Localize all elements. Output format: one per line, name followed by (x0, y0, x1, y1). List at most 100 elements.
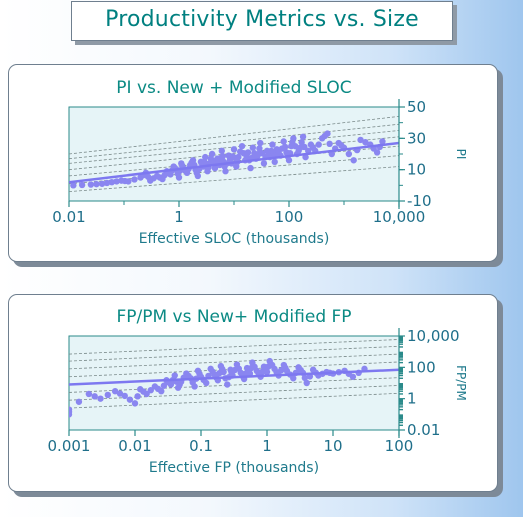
reference-line-7 (69, 166, 399, 192)
data-point (219, 153, 226, 160)
data-point (235, 365, 243, 372)
page-title-box: Productivity Metrics vs. Size (71, 1, 453, 41)
data-point (268, 361, 276, 369)
reference-line-2 (69, 345, 399, 362)
x-tick-label: 0.001 (48, 437, 91, 455)
x-tick-label: 1 (262, 437, 272, 455)
data-point (338, 142, 345, 149)
data-point (247, 164, 254, 172)
data-point (251, 363, 258, 370)
data-point (357, 136, 364, 144)
data-point (254, 153, 261, 160)
data-point (326, 140, 333, 148)
chart-title: FP/PM vs New+ Modified FP (116, 307, 351, 327)
plot-contents (69, 116, 399, 192)
data-point (78, 181, 86, 189)
data-point (350, 157, 357, 164)
data-point (176, 381, 183, 388)
y-tick-label: 1 (407, 390, 417, 408)
x-tick-label: 1 (174, 208, 184, 226)
data-point (297, 366, 304, 374)
data-point (271, 158, 278, 166)
data-point (291, 142, 299, 150)
reference-line-1 (69, 339, 399, 355)
y-axis-label: FP/PM (454, 365, 468, 401)
reference-line-5 (69, 145, 399, 177)
data-point (345, 150, 353, 158)
data-point (97, 395, 104, 402)
chart-panel-pi: PI vs. New + Modified SLOC 0.01 1 100 10,000… (8, 64, 498, 262)
y-tick-label: 0.01 (407, 421, 440, 439)
reference-line-7 (69, 392, 399, 409)
data-point (116, 390, 124, 397)
data-point (131, 400, 139, 407)
chart-panel-fppm: FP/PM vs New+ Modified FP 0.001 0.01 0.1 1 10… (8, 294, 498, 492)
chart-title: PI vs. New + Modified SLOC (116, 78, 351, 98)
data-point (321, 132, 328, 140)
data-point (144, 173, 152, 180)
data-point (224, 381, 231, 388)
x-axis-label: Effective SLOC (thousands) (139, 231, 330, 247)
data-point (140, 388, 147, 395)
data-point (379, 138, 386, 145)
x-tick-label: 0.01 (118, 437, 151, 455)
data-point (362, 139, 369, 146)
data-point (111, 387, 119, 395)
data-point (257, 139, 264, 147)
trend-line (69, 368, 399, 386)
data-point (185, 372, 192, 380)
data-point (269, 141, 276, 148)
plot-contents (69, 339, 399, 418)
x-tick-label: 10,000 (373, 208, 426, 226)
reference-line-2 (69, 123, 399, 160)
data-point (85, 390, 93, 398)
x-tick-label: 100 (275, 208, 304, 226)
chart-fppm-vs-fp: FP/PM vs New+ Modified FP0.001 0.01 0.1 1 10… (48, 307, 468, 476)
reference-line-3 (69, 353, 399, 370)
chart-pi-vs-sloc: PI vs. New + Modified SLOC 0.01 1 100 10,000… (52, 78, 468, 247)
x-axis-label: Effective FP (thousands) (149, 460, 319, 476)
data-point (70, 182, 77, 189)
data-point (93, 180, 100, 188)
data-point (280, 138, 287, 145)
trend-line (69, 141, 399, 184)
data-point (113, 178, 120, 185)
x-tick-label: 0.01 (52, 208, 85, 226)
data-point (108, 179, 115, 186)
data-point (154, 385, 162, 393)
x-tick-label: 0.1 (189, 437, 213, 455)
data-point (121, 392, 128, 400)
data-point (134, 393, 141, 400)
data-point (98, 180, 106, 187)
data-point (281, 143, 289, 151)
data-point (69, 408, 73, 416)
reference-line-4 (69, 136, 399, 171)
data-point (150, 175, 157, 182)
data-point (309, 144, 317, 151)
data-point (103, 179, 111, 187)
data-point (126, 396, 134, 403)
data-point (256, 145, 263, 152)
data-point (75, 398, 83, 405)
y-tick-label: -10 (407, 192, 432, 210)
data-point (301, 143, 308, 151)
data-point (219, 365, 226, 373)
y-tick-label: 50 (407, 98, 426, 116)
data-point (249, 144, 257, 151)
data-point (299, 133, 307, 140)
data-point (238, 142, 246, 150)
data-point (160, 382, 168, 389)
data-point (87, 181, 95, 188)
data-point (121, 177, 129, 185)
data-point (303, 379, 310, 387)
data-point (131, 176, 138, 183)
data-point (196, 370, 203, 377)
page-title: Productivity Metrics vs. Size (105, 7, 419, 32)
y-tick-label: 10,000 (407, 327, 460, 345)
data-point (230, 146, 238, 153)
data-point (301, 374, 309, 382)
reference-line-5 (69, 377, 399, 393)
data-point (91, 393, 98, 400)
data-point (298, 139, 305, 146)
x-tick-label: 10 (323, 437, 342, 455)
